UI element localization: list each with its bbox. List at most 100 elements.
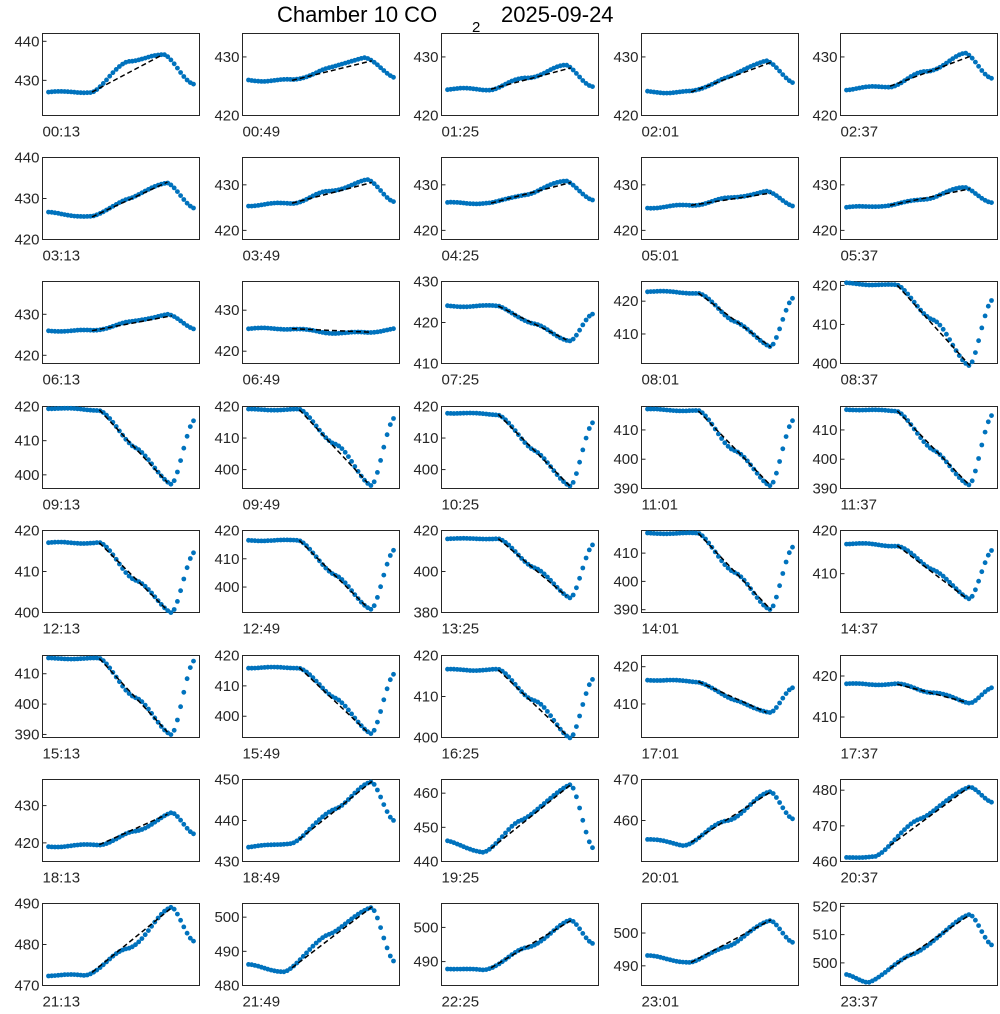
data-point: [175, 469, 180, 475]
data-point: [741, 808, 747, 814]
data-point: [349, 711, 354, 717]
data-point: [317, 817, 322, 822]
title-subscript: 2: [472, 19, 480, 36]
data-point: [346, 707, 351, 713]
data-point: [187, 556, 193, 561]
data-point: [168, 732, 174, 737]
fit-line: [896, 545, 966, 599]
panel-time-label: 08:01: [642, 372, 680, 389]
y-tick-label: 470: [613, 772, 638, 789]
points-series: [645, 789, 795, 848]
data-point: [503, 830, 508, 836]
points-series: [844, 784, 994, 860]
data-point: [541, 705, 547, 710]
data-point: [352, 464, 358, 469]
data-point: [146, 457, 151, 463]
axes-frame: [840, 655, 998, 738]
y-tick-label: 430: [812, 177, 837, 194]
data-point: [719, 309, 724, 315]
axes-frame: [242, 655, 400, 738]
data-point: [570, 182, 576, 188]
axes-frame: [441, 33, 599, 116]
data-point: [381, 572, 387, 578]
y-tick-label: 420: [214, 399, 239, 416]
y-tick-label: 480: [14, 937, 39, 954]
data-point: [915, 303, 920, 309]
points-series: [445, 917, 595, 973]
data-point: [171, 607, 177, 612]
data-point: [709, 299, 715, 305]
y-tick-label: 420: [812, 523, 837, 540]
data-point: [323, 565, 329, 571]
data-point: [541, 456, 547, 462]
data-point: [989, 942, 994, 948]
subplot-34: 460 470 20:01: [613, 772, 799, 887]
data-point: [171, 906, 177, 912]
y-tick-label: 470: [14, 978, 39, 995]
y-tick-label: 420: [413, 648, 438, 665]
subplot-18: 400 410 420 10:25: [413, 399, 599, 514]
subplot-12: 420 430 06:49: [214, 281, 400, 389]
axes-frame: [42, 406, 200, 489]
data-point: [191, 205, 196, 211]
panel-time-label: 04:25: [442, 248, 480, 265]
y-tick-label: 430: [14, 72, 39, 89]
data-point: [586, 682, 592, 688]
data-point: [378, 584, 383, 590]
data-point: [355, 469, 361, 474]
data-point: [509, 823, 515, 829]
fit-line: [497, 305, 567, 341]
data-point: [113, 424, 119, 429]
data-point: [989, 298, 994, 303]
y-tick-label: 420: [14, 399, 39, 416]
data-point: [281, 327, 287, 332]
data-point: [191, 658, 196, 664]
y-tick-label: 500: [613, 925, 638, 942]
data-point: [973, 587, 978, 593]
data-point: [982, 429, 988, 435]
axes-frame: [641, 530, 799, 613]
data-point: [777, 326, 782, 332]
data-point: [915, 556, 920, 561]
data-point: [574, 724, 579, 729]
data-point: [181, 576, 187, 582]
data-point: [969, 55, 975, 61]
data-point: [790, 685, 795, 691]
y-tick-label: 420: [14, 835, 39, 852]
data-point: [548, 713, 553, 719]
points-series: [246, 664, 396, 736]
data-point: [191, 326, 196, 332]
data-point: [770, 791, 776, 796]
axes-frame: [840, 157, 998, 240]
data-point: [770, 708, 776, 714]
data-point: [487, 846, 492, 852]
data-point: [892, 543, 898, 549]
data-point: [905, 291, 911, 297]
axes-frame: [242, 33, 400, 116]
data-point: [187, 935, 193, 941]
data-point: [391, 671, 396, 677]
data-point: [979, 792, 985, 798]
data-point: [783, 691, 789, 696]
fit-line: [490, 784, 572, 850]
data-point: [777, 68, 782, 74]
data-point: [342, 703, 348, 709]
subplot-7: 420 430 03:49: [214, 157, 400, 265]
data-point: [136, 939, 142, 945]
data-point: [320, 814, 325, 820]
data-point: [924, 442, 930, 448]
data-point: [178, 704, 184, 710]
data-point: [313, 820, 319, 825]
subplot-24: 390 400 410 14:01: [613, 530, 799, 638]
subplot-6: 420 430 440 03:13: [14, 150, 200, 265]
panel-time-label: 18:13: [43, 870, 81, 887]
data-point: [570, 785, 576, 791]
y-tick-label: 420: [214, 523, 239, 540]
panel-time-label: 17:01: [642, 746, 680, 763]
data-point: [371, 479, 377, 485]
data-point: [100, 962, 106, 968]
data-point: [982, 71, 988, 77]
y-tick-label: 490: [214, 943, 239, 960]
data-point: [133, 942, 138, 948]
data-point: [142, 932, 148, 938]
